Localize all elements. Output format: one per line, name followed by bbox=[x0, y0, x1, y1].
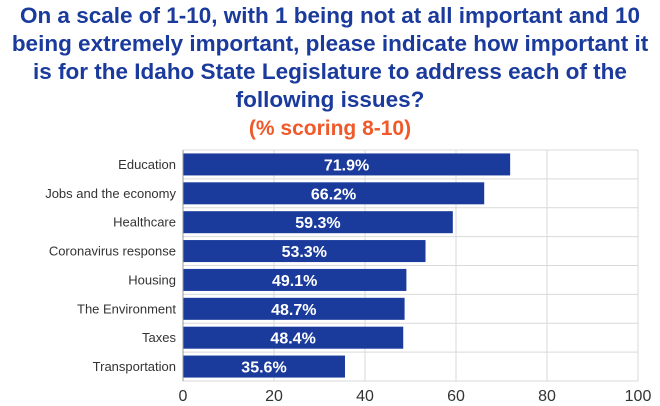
bar bbox=[183, 182, 485, 205]
category-label: Transportation bbox=[93, 359, 176, 374]
data-label: 48.4% bbox=[270, 331, 315, 348]
category-label: Jobs and the economy bbox=[45, 186, 176, 201]
data-label: 66.2% bbox=[311, 186, 356, 203]
category-label: Coronavirus response bbox=[49, 244, 176, 259]
category-label: Education bbox=[118, 157, 176, 172]
chart-title: On a scale of 1-10, with 1 being not at … bbox=[11, 3, 649, 112]
data-label: 49.1% bbox=[272, 273, 317, 290]
bar bbox=[183, 240, 426, 263]
bar bbox=[183, 268, 407, 291]
x-tick-label: 40 bbox=[356, 388, 374, 405]
data-label: 48.7% bbox=[271, 302, 316, 319]
data-label: 35.6% bbox=[241, 360, 286, 377]
chart-subtitle: (% scoring 8-10) bbox=[248, 117, 412, 140]
bar bbox=[183, 211, 453, 234]
bar bbox=[183, 153, 511, 176]
data-label: 59.3% bbox=[295, 215, 340, 232]
category-label: The Environment bbox=[77, 301, 176, 316]
bar bbox=[183, 326, 404, 349]
x-tick-label: 60 bbox=[447, 388, 465, 405]
category-label: Taxes bbox=[142, 330, 176, 345]
x-tick-label: 20 bbox=[265, 388, 283, 405]
data-label: 53.3% bbox=[282, 244, 327, 261]
x-tick-label: 100 bbox=[625, 388, 652, 405]
x-tick-label: 0 bbox=[179, 388, 188, 405]
data-label: 71.9% bbox=[324, 157, 369, 174]
x-tick-label: 80 bbox=[538, 388, 556, 405]
category-label: Healthcare bbox=[113, 215, 176, 230]
bar bbox=[183, 355, 345, 378]
category-label: Housing bbox=[128, 272, 176, 287]
bar bbox=[183, 297, 405, 320]
